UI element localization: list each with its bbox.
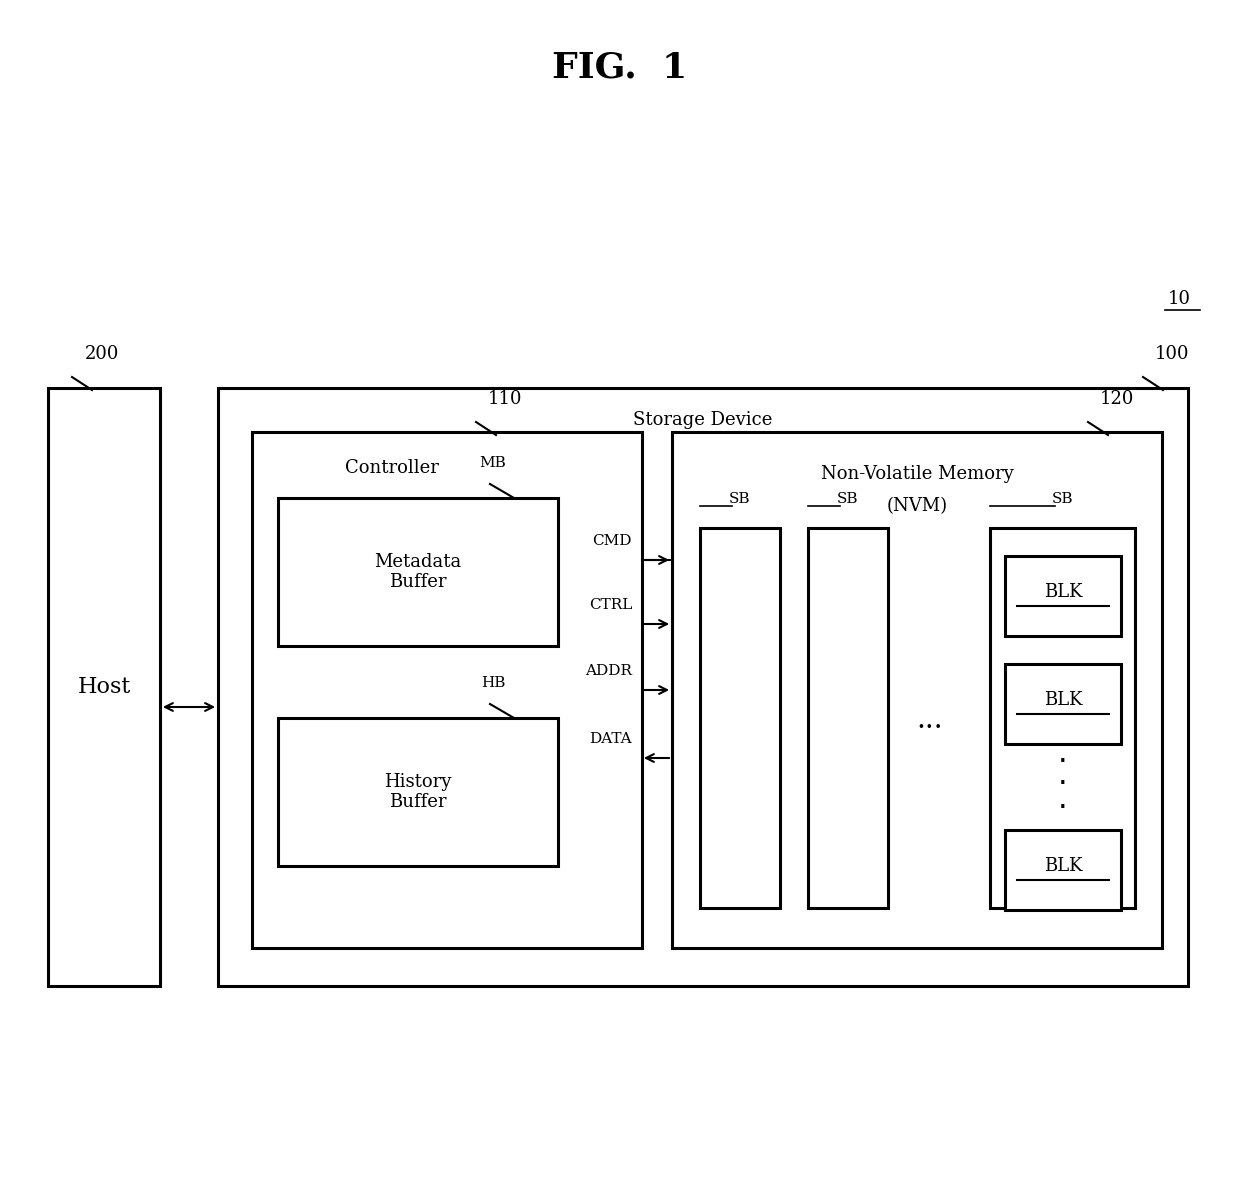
Bar	[1004, 664, 1121, 744]
Text: SB: SB	[729, 492, 750, 506]
Bar	[48, 388, 160, 986]
Text: Host: Host	[77, 676, 130, 699]
Text: ...: ...	[916, 707, 944, 733]
Text: ADDR: ADDR	[585, 664, 632, 678]
Bar	[1004, 830, 1121, 910]
Text: ·: ·	[1058, 747, 1068, 777]
Text: HB: HB	[481, 676, 506, 690]
Text: Storage Device: Storage Device	[634, 411, 773, 429]
Text: SB: SB	[837, 492, 859, 506]
Bar	[1004, 556, 1121, 636]
Text: Controller: Controller	[345, 459, 439, 478]
Text: CMD: CMD	[593, 533, 632, 548]
Text: History
Buffer: History Buffer	[384, 772, 451, 811]
Text: 110: 110	[489, 390, 522, 407]
Bar	[278, 498, 558, 646]
Bar	[278, 718, 558, 866]
Text: ·: ·	[1058, 794, 1068, 822]
Bar	[218, 388, 1188, 986]
Text: (NVM): (NVM)	[887, 497, 947, 516]
Text: 200: 200	[86, 345, 119, 364]
Text: BLK: BLK	[1044, 857, 1083, 876]
Text: SB: SB	[1052, 492, 1074, 506]
Bar	[672, 432, 1162, 948]
Text: FIG.  1: FIG. 1	[552, 51, 688, 86]
Bar	[252, 432, 642, 948]
Text: 10: 10	[1168, 290, 1190, 308]
Text: Non-Volatile Memory: Non-Volatile Memory	[821, 465, 1013, 484]
Bar	[808, 527, 888, 908]
Text: Metadata
Buffer: Metadata Buffer	[374, 552, 461, 592]
Text: ·: ·	[1058, 771, 1068, 800]
Text: MB: MB	[479, 456, 506, 470]
Text: CTRL: CTRL	[589, 598, 632, 612]
Bar	[701, 527, 780, 908]
Text: 120: 120	[1100, 390, 1135, 407]
Text: DATA: DATA	[589, 732, 632, 746]
Bar	[990, 527, 1135, 908]
Text: BLK: BLK	[1044, 691, 1083, 709]
Text: BLK: BLK	[1044, 583, 1083, 601]
Text: 100: 100	[1154, 345, 1189, 364]
